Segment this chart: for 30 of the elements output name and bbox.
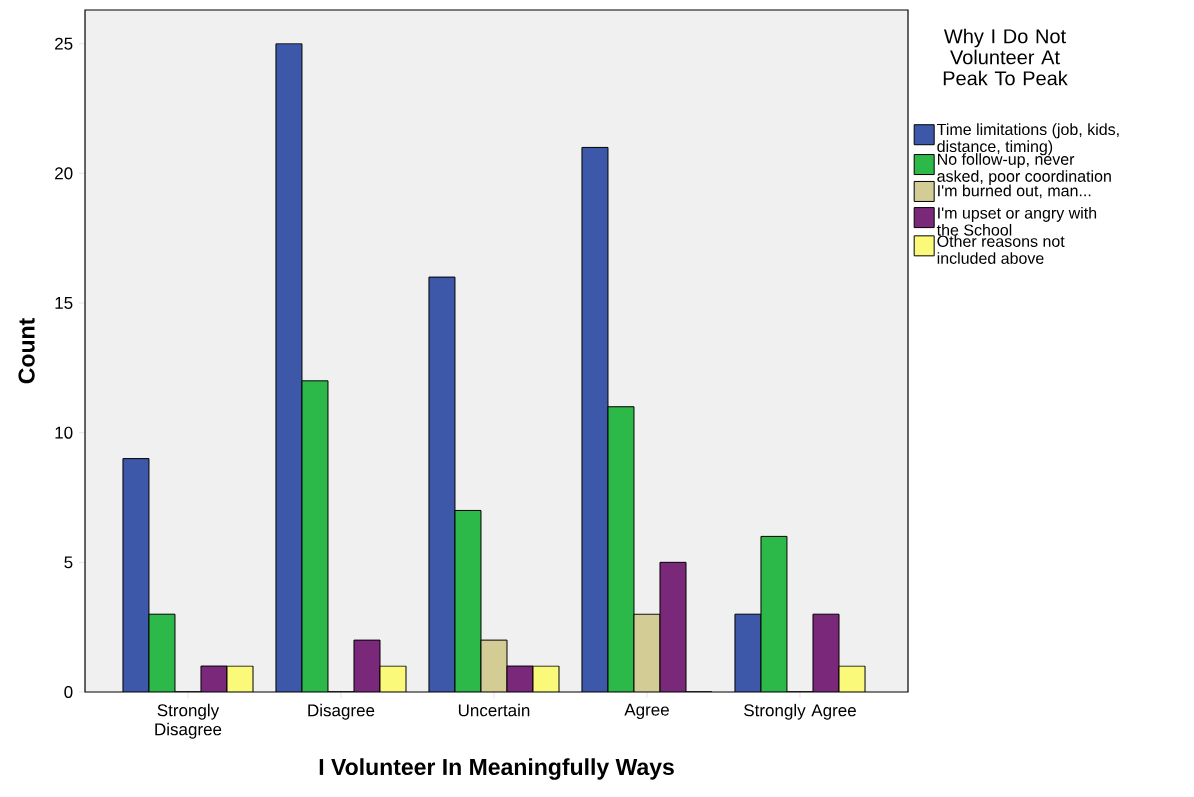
y-tick-label: 0	[64, 685, 73, 699]
x-tick-label: Strongly Disagree	[155, 703, 222, 739]
bar	[760, 535, 788, 692]
bar	[734, 613, 762, 692]
bar	[428, 277, 455, 692]
legend-title: Why I Do Not Volunteer At Peak To Peak	[943, 28, 1068, 86]
y-tick-label: 10	[55, 426, 73, 439]
y-tick-label: 5	[64, 556, 73, 569]
bar	[122, 458, 149, 692]
x-tick-label: Uncertain	[458, 703, 530, 717]
bar	[581, 147, 608, 692]
legend-label: I'm upset or angry with the School	[936, 206, 1097, 236]
y-tick-label: 25	[55, 37, 73, 50]
x-tick-label: Disagree	[308, 703, 375, 720]
x-axis-title: I Volunteer In Meaningfully Ways	[319, 758, 674, 780]
bar	[633, 614, 660, 692]
legend-label: Other reasons not included above	[937, 235, 1065, 264]
legend-label: I'm burned out, man...	[938, 184, 1091, 199]
x-tick-label: Strongly Agree	[744, 703, 856, 720]
bar	[148, 614, 175, 692]
bar	[454, 510, 481, 692]
bar	[301, 380, 328, 692]
bar	[659, 562, 686, 692]
bar	[607, 406, 634, 692]
x-tick-label: Agree	[624, 703, 669, 720]
bar	[275, 43, 302, 692]
y-axis-title: Count	[18, 318, 35, 384]
y-tick-label: 15	[55, 297, 73, 309]
bar	[812, 613, 840, 692]
y-tick-label: 20	[55, 167, 73, 180]
